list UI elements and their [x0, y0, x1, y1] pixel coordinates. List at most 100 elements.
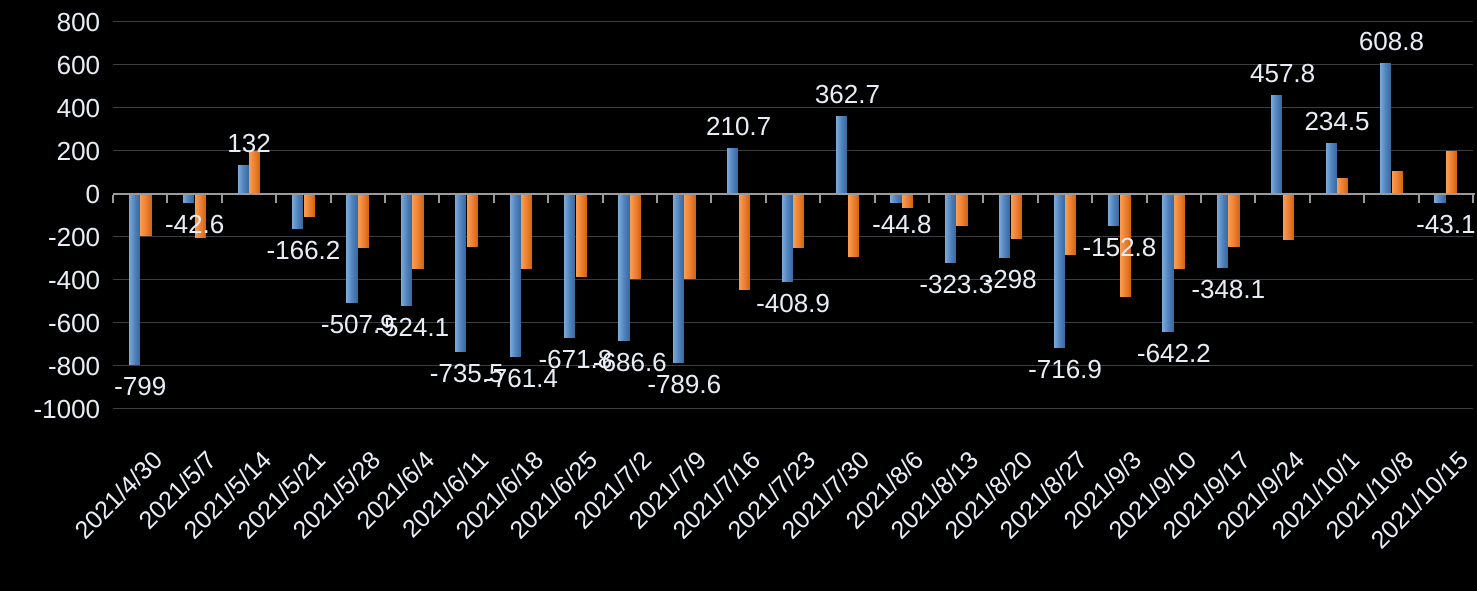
data-label-2021/8/13: -323.3	[919, 269, 994, 300]
bar-blue-series-2021/8/13	[944, 193, 956, 264]
x-axis-tickmark	[384, 194, 386, 203]
data-label-2021/10/15: -43.1	[1416, 208, 1476, 239]
data-label-2021/5/21: -166.2	[266, 235, 341, 266]
x-axis-tickmark	[819, 194, 822, 203]
gridline-600	[113, 64, 1473, 66]
x-axis-tickmark	[982, 194, 985, 203]
x-axis-tickmark	[601, 194, 604, 203]
bar-orange-series-2021/6/18	[521, 193, 533, 269]
bar-blue-series-2021/10/1	[1325, 143, 1337, 194]
x-axis-tickmark	[1200, 194, 1202, 203]
bar-orange-series-2021/6/25	[575, 193, 587, 277]
data-label-2021/5/7: -42.6	[164, 208, 225, 239]
bar-orange-series-2021/7/30	[847, 193, 859, 258]
data-label-2021/7/9: -789.6	[647, 369, 722, 400]
x-axis-tickmark	[1363, 194, 1366, 203]
data-label-2021/6/18: -761.4	[484, 363, 558, 394]
data-label-2021/9/24: 457.8	[1250, 58, 1316, 89]
bar-blue-series-2021/7/30	[835, 115, 848, 194]
bar-blue-series-2021/6/25	[563, 193, 576, 338]
bar-blue-series-2021/8/20	[999, 193, 1011, 258]
data-label-2021/6/4: -524.1	[375, 312, 450, 343]
gridline-800	[113, 21, 1473, 23]
y-axis-tick-label: -200	[47, 221, 100, 252]
bar-orange-series-2021/7/16	[738, 193, 751, 290]
bar-blue-series-2021/10/8	[1379, 62, 1392, 194]
bar-blue-series-2021/7/2	[618, 193, 630, 342]
bar-orange-series-2021/10/15	[1446, 151, 1458, 194]
data-label-2021/5/28: -507.9	[320, 308, 395, 339]
y-axis-tick-label: 800	[56, 6, 100, 37]
bar-orange-series-2021/10/1	[1337, 177, 1349, 194]
bar-orange-series-2021/8/20	[1010, 193, 1023, 240]
data-label-2021/9/17: -348.1	[1191, 274, 1266, 305]
x-axis-tickmark	[928, 194, 930, 203]
x-axis-tickmark	[1417, 194, 1420, 203]
data-label-2021/8/6: -44.8	[872, 209, 932, 240]
data-label-2021/9/10: -642.2	[1136, 337, 1211, 368]
bar-orange-series-2021/5/7	[194, 193, 207, 239]
gridline-200	[113, 150, 1473, 152]
data-label-2021/7/23: -408.9	[756, 287, 830, 318]
bar-orange-series-2021/4/30	[140, 193, 152, 236]
bar-blue-series-2021/7/9	[672, 193, 684, 364]
bar-orange-series-2021/7/9	[684, 193, 696, 280]
bar-orange-series-2021/9/10	[1174, 193, 1186, 270]
y-axis-tick-label: -800	[47, 350, 100, 381]
bar-orange-series-2021/5/28	[358, 193, 370, 249]
bar-blue-series-2021/7/16	[727, 148, 739, 194]
x-axis-tickmark	[1254, 194, 1257, 203]
x-axis-tickmark	[1091, 194, 1094, 203]
x-axis-tickmark	[1472, 194, 1474, 203]
bar-blue-series-2021/5/28	[346, 193, 358, 303]
x-axis-tickmark	[220, 194, 223, 203]
bar-orange-series-2021/5/21	[303, 193, 315, 217]
data-label-2021/9/3: -152.8	[1082, 232, 1157, 263]
bar-orange-series-2021/6/4	[412, 193, 424, 269]
x-axis-tickmark	[492, 194, 495, 203]
bar-blue-series-2021/9/24	[1271, 95, 1283, 194]
y-axis-tick-label: 200	[56, 135, 100, 166]
x-axis-tickmark	[275, 194, 278, 203]
x-axis-tickmark	[1308, 194, 1311, 203]
data-label-2021/5/14: 132	[227, 128, 271, 159]
x-axis-tickmark	[656, 194, 658, 203]
x-axis-tickmark	[112, 194, 114, 203]
bar-orange-series-2021/9/24	[1282, 193, 1295, 240]
bar-orange-series-2021/8/27	[1065, 193, 1077, 255]
x-axis-tickmark	[329, 194, 332, 203]
y-axis-tick-label: 400	[56, 92, 100, 123]
data-label-2021/6/25: -671.8	[538, 343, 613, 374]
x-axis-tickmark	[438, 194, 441, 203]
gridline--200	[113, 236, 1473, 238]
x-axis-line	[113, 192, 1475, 195]
y-axis-tick-label: 600	[56, 49, 100, 80]
x-axis-tickmark	[1145, 194, 1148, 203]
bar-blue-series-2021/5/14	[237, 165, 249, 194]
data-label-2021/10/8: 608.8	[1358, 25, 1424, 56]
bar-orange-series-2021/9/17	[1228, 193, 1240, 247]
y-axis-tick-label: -400	[47, 264, 100, 295]
bar-orange-series-2021/10/8	[1391, 171, 1403, 194]
bar-orange-series-2021/7/23	[793, 193, 805, 248]
bar-blue-series-2021/10/15	[1434, 193, 1446, 203]
bar-blue-series-2021/8/6	[890, 193, 902, 204]
bar-blue-series-2021/4/30	[128, 193, 140, 366]
data-label-2021/7/16: 210.7	[706, 111, 772, 142]
data-label-2021/10/1: 234.5	[1304, 106, 1370, 137]
bar-blue-series-2021/6/4	[400, 193, 412, 307]
bar-blue-series-2021/9/3	[1107, 193, 1120, 227]
bar-orange-series-2021/5/14	[249, 150, 261, 194]
bar-blue-series-2021/9/17	[1216, 193, 1228, 269]
x-axis-tickmark	[547, 194, 550, 203]
data-label-2021/7/30: 362.7	[814, 78, 880, 109]
data-label-2021/8/20: -298	[984, 263, 1037, 294]
gridline--800	[113, 365, 1473, 367]
data-label-2021/7/2: -686.6	[592, 347, 667, 378]
y-axis-tick-label: -1000	[33, 393, 101, 424]
x-axis-tickmark	[873, 194, 876, 203]
gridline--400	[113, 279, 1473, 281]
x-axis-tickmark	[710, 194, 713, 203]
gridline-400	[113, 107, 1473, 109]
